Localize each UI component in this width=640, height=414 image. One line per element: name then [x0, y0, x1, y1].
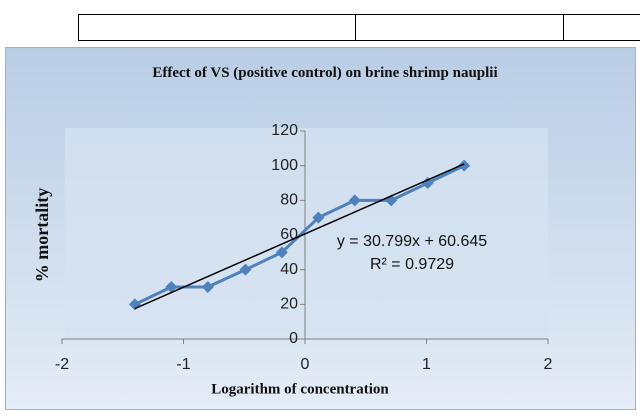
chart-title: Effect of VS (positive control) on brine…: [152, 65, 498, 81]
x-tick-label: 1: [422, 356, 431, 373]
y-tick-label: 100: [271, 157, 298, 174]
data-point: [458, 159, 471, 172]
y-axis-label: % mortality: [32, 188, 52, 282]
trend-equation: y = 30.799x + 60.645: [337, 233, 487, 250]
data-point: [165, 281, 178, 293]
x-axis-label: Logarithm of concentration: [211, 381, 389, 397]
y-tick-label: 40: [280, 261, 298, 278]
data-point: [312, 211, 325, 224]
x-tick-label: 2: [544, 356, 553, 373]
data-point: [275, 246, 288, 259]
y-tick-label: 80: [280, 192, 298, 209]
x-tick-label: -2: [55, 356, 69, 373]
data-point: [348, 194, 361, 207]
y-tick-label: 20: [280, 296, 298, 313]
series-line: [134, 164, 465, 306]
table-stub: [78, 14, 640, 41]
data-point: [421, 177, 434, 189]
x-tick-label: -1: [176, 356, 190, 373]
y-tick-label: 120: [271, 122, 298, 139]
y-tick-label: 0: [289, 330, 298, 347]
data-point: [201, 281, 214, 293]
x-tick-label: 0: [301, 356, 310, 373]
r-squared: R² = 0.9729: [370, 256, 454, 273]
trendline: [134, 163, 465, 310]
data-point: [239, 263, 252, 276]
